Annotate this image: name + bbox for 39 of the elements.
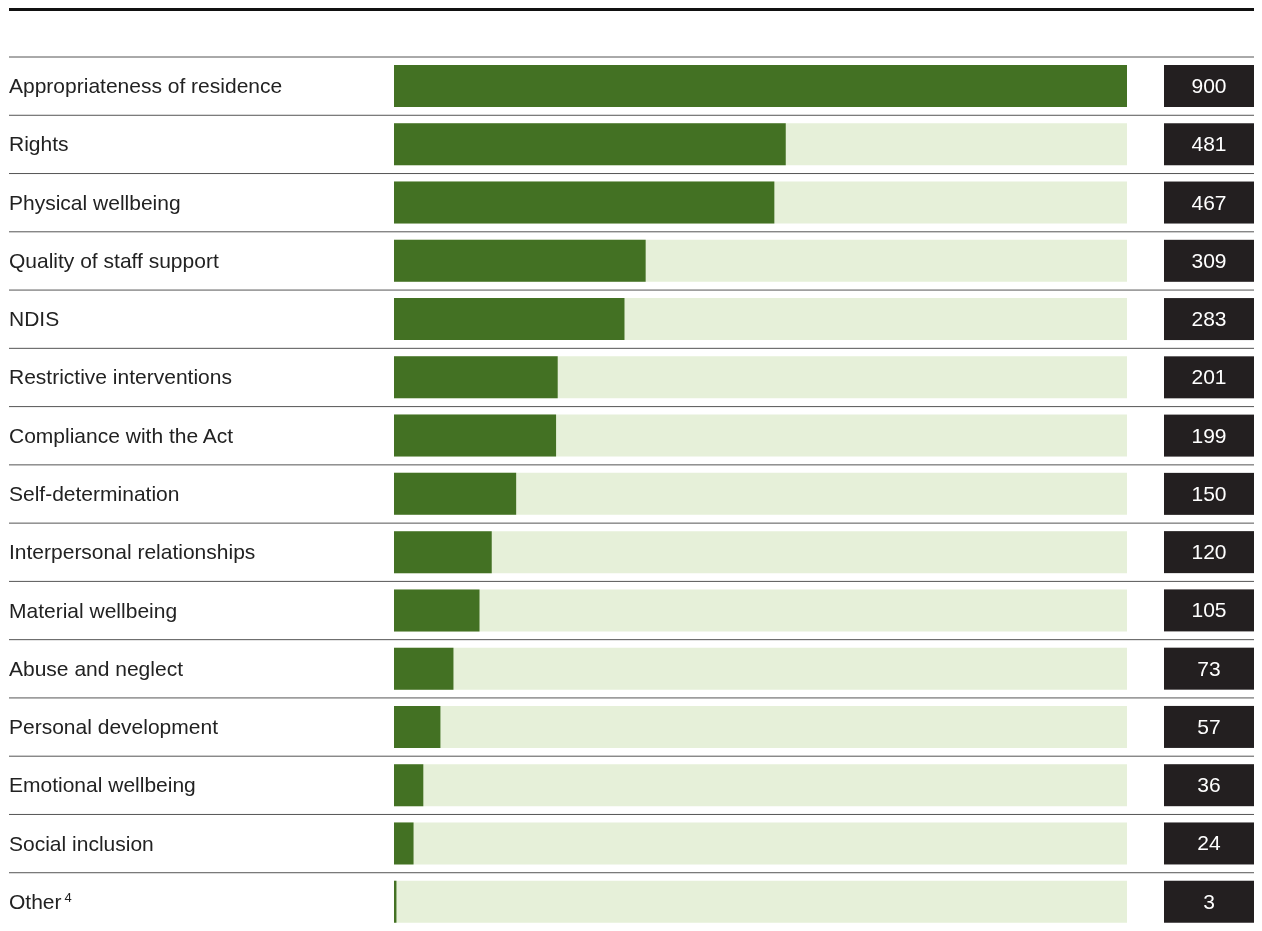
data-label: 73 bbox=[1197, 656, 1221, 680]
data-label: 24 bbox=[1197, 831, 1221, 855]
bar bbox=[394, 356, 558, 399]
bar bbox=[394, 647, 454, 690]
y-tick-label: Physical wellbeing bbox=[9, 190, 181, 214]
bar bbox=[394, 472, 517, 515]
data-label: 120 bbox=[1191, 540, 1227, 564]
data-label: 36 bbox=[1197, 773, 1221, 797]
y-tick-label: Abuse and neglect bbox=[9, 656, 184, 680]
y-tick-label: Social inclusion bbox=[9, 831, 154, 855]
y-tick-label: Quality of staff support bbox=[9, 248, 219, 272]
data-label: 3 bbox=[1203, 889, 1215, 913]
data-label: 105 bbox=[1191, 598, 1227, 622]
data-label: 900 bbox=[1191, 74, 1227, 97]
data-label: 57 bbox=[1197, 714, 1221, 738]
bar bbox=[394, 822, 414, 865]
data-label: 467 bbox=[1191, 190, 1227, 214]
y-tick-label: Compliance with the Act bbox=[9, 423, 234, 447]
y-tick-label: Emotional wellbeing bbox=[9, 773, 196, 797]
y-tick-label: Restrictive interventions bbox=[9, 365, 232, 389]
data-label: 283 bbox=[1191, 307, 1227, 331]
y-tick-label: Interpersonal relationships bbox=[9, 540, 256, 564]
y-tick-label: Rights bbox=[9, 132, 69, 156]
data-label: 199 bbox=[1191, 423, 1227, 447]
bar bbox=[394, 589, 480, 632]
bar bbox=[394, 764, 424, 807]
y-tick-label: Material wellbeing bbox=[9, 598, 178, 622]
bar bbox=[394, 705, 441, 748]
data-label: 309 bbox=[1191, 248, 1227, 272]
data-label: 201 bbox=[1191, 365, 1227, 389]
y-tick-label: Other$^{4}$ bbox=[9, 889, 72, 913]
data-label: 150 bbox=[1191, 481, 1227, 505]
y-tick-label: NDIS bbox=[9, 307, 60, 331]
data-label: 481 bbox=[1191, 132, 1227, 156]
y-tick-label: Appropriateness of residence bbox=[9, 74, 283, 98]
bar bbox=[394, 531, 492, 574]
y-tick-label: Personal development bbox=[9, 715, 219, 739]
y-tick-label: Self-determination bbox=[9, 482, 180, 505]
bar bbox=[394, 414, 557, 457]
